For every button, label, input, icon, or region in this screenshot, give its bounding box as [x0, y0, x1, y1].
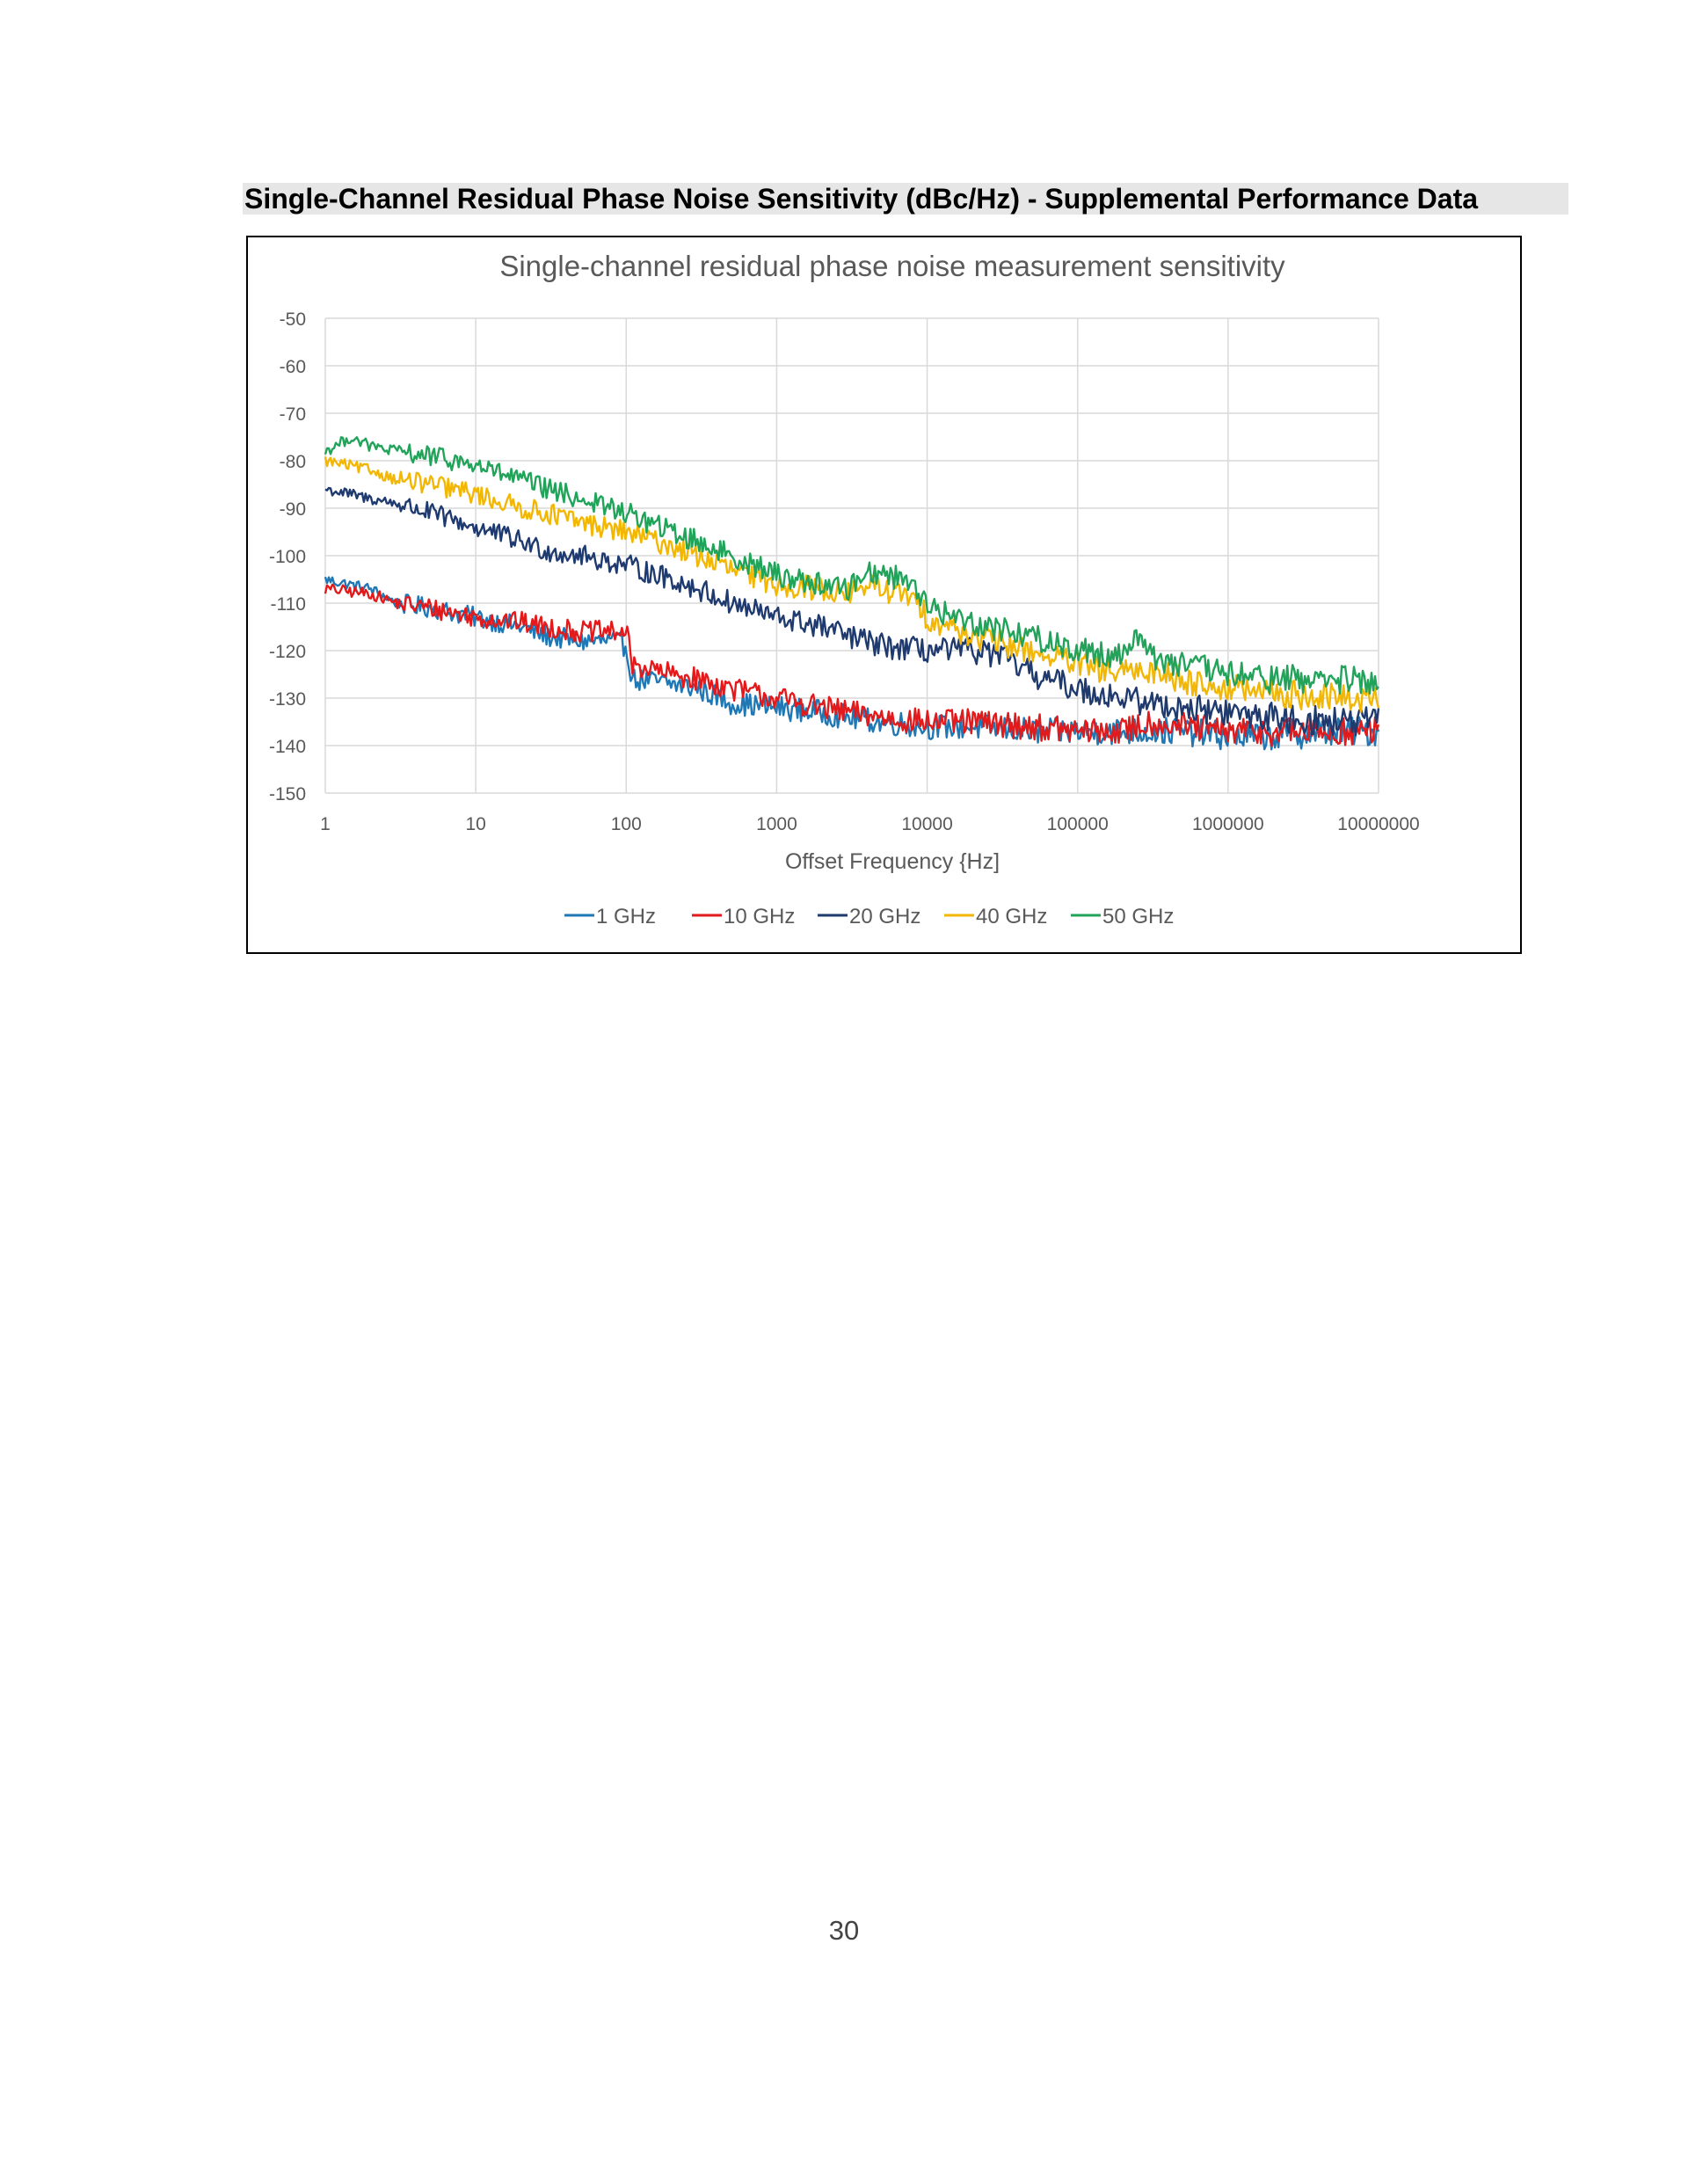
axis-labels: -50 -60 -70 -80 -90 -100 -110 -120 -130 -140 -150 1… [269, 309, 1420, 834]
series-lines [324, 436, 1380, 751]
x-tick-label: 10000000 [1337, 814, 1419, 834]
series-line-20-ghz [324, 486, 1380, 737]
gridlines [324, 317, 1379, 794]
x-tick-label: 100 [611, 814, 642, 834]
y-tick-label: -70 [280, 404, 306, 425]
y-tick-label: -80 [280, 452, 306, 472]
chart-title: Single-channel residual phase noise meas… [499, 250, 1285, 282]
page-number: 30 [828, 1915, 860, 1946]
chart-frame: -50 -60 -70 -80 -90 -100 -110 -120 -130 -140 -150 1… [246, 236, 1522, 954]
y-tick-label: -120 [269, 642, 306, 662]
legend: 1 GHz 10 GHz 20 GHz 40 GHz 50 GHz [564, 905, 1174, 928]
y-tick-label: -50 [280, 309, 306, 330]
x-tick-label: 10000 [901, 814, 952, 834]
x-axis-title: Offset Frequency {Hz] [785, 849, 1000, 874]
legend-label: 40 GHz [976, 905, 1047, 928]
x-tick-label: 1 [320, 814, 331, 834]
legend-label: 1 GHz [596, 905, 656, 928]
legend-label: 10 GHz [724, 905, 795, 928]
x-tick-label: 100000 [1047, 814, 1109, 834]
y-tick-label: -90 [280, 499, 306, 520]
y-tick-label: -110 [271, 594, 306, 615]
x-tick-label: 1000 [756, 814, 797, 834]
y-tick-label: -60 [280, 357, 306, 377]
y-tick-label: -140 [269, 737, 306, 757]
phase-noise-chart: -50 -60 -70 -80 -90 -100 -110 -120 -130 -140 -150 1… [269, 250, 1420, 928]
series-line-10-ghz [324, 583, 1380, 747]
legend-label: 20 GHz [849, 905, 920, 928]
x-tick-label: 10 [465, 814, 485, 834]
series-line-1-ghz [324, 576, 1380, 751]
legend-label: 50 GHz [1102, 905, 1174, 928]
series-line-50-ghz [324, 436, 1379, 695]
y-tick-label: -150 [269, 784, 306, 804]
series-line-40-ghz [324, 456, 1380, 713]
y-tick-label: -100 [269, 547, 306, 567]
x-tick-label: 1000000 [1192, 814, 1264, 834]
y-tick-label: -130 [269, 689, 306, 710]
section-heading: Single-Channel Residual Phase Noise Sens… [243, 183, 1568, 215]
